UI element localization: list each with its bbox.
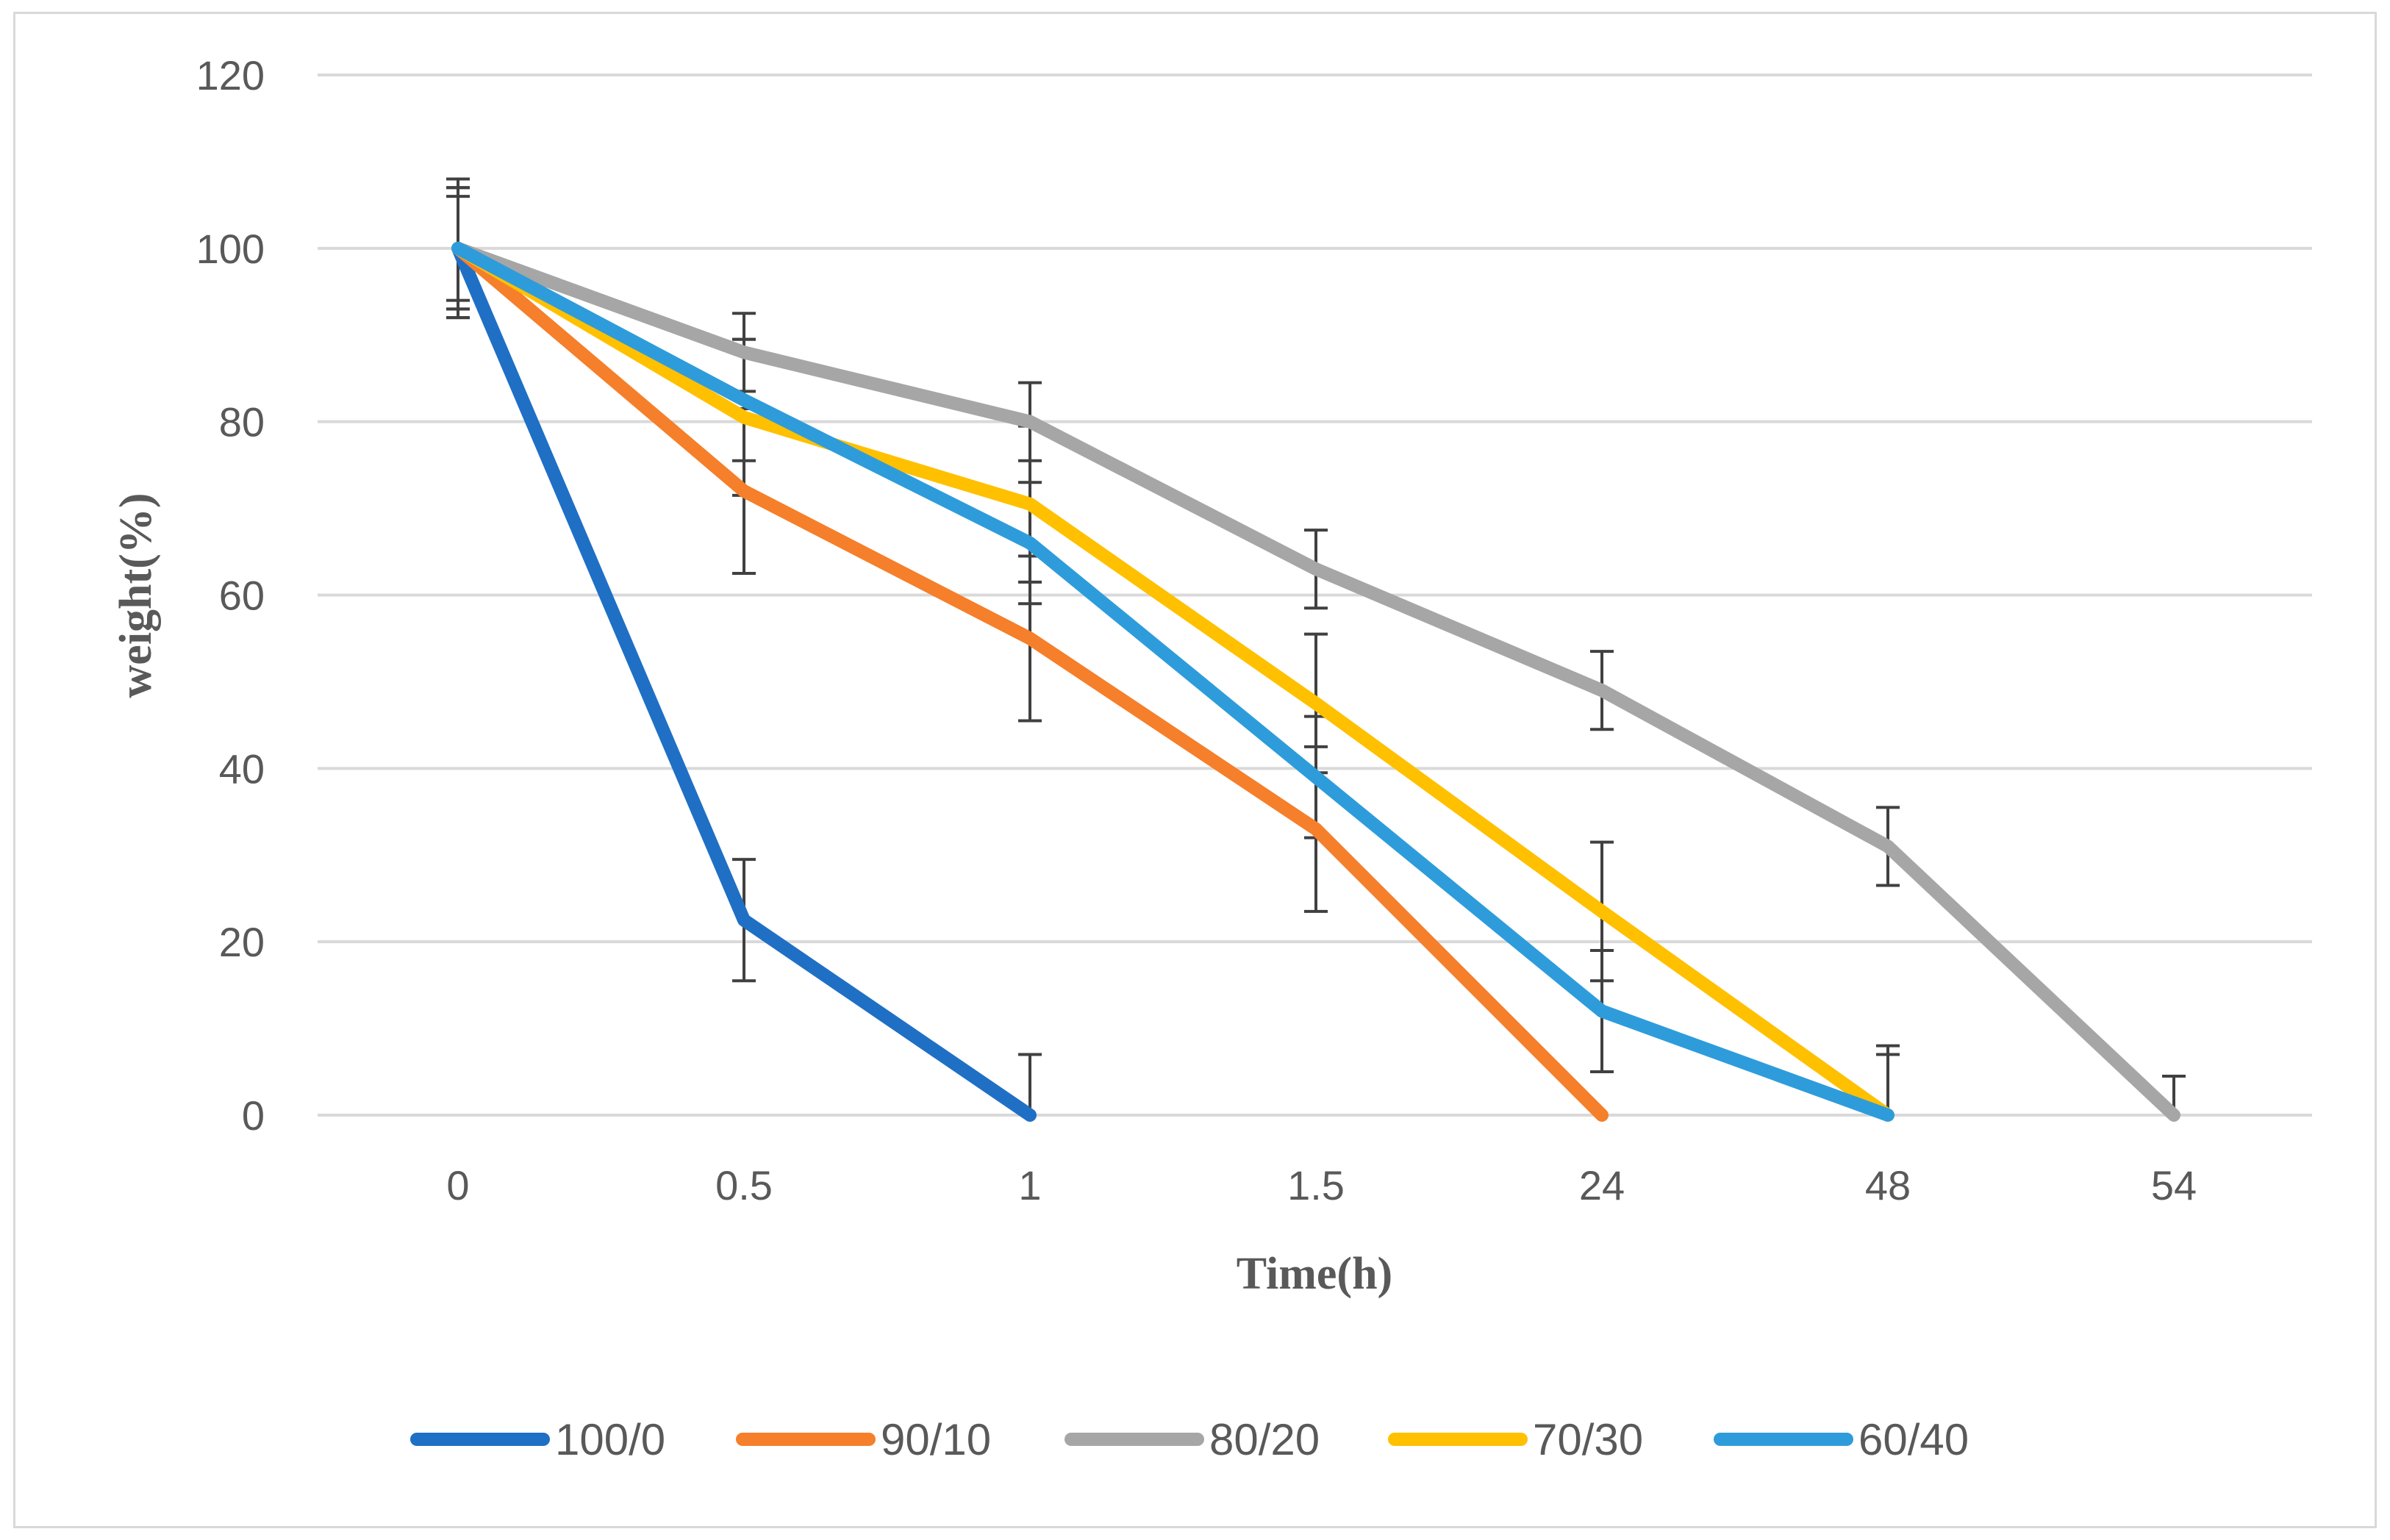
x-tick-label: 48 <box>1865 1162 1911 1208</box>
x-tick-label: 0 <box>446 1162 469 1208</box>
legend-item-70-30: 70/30 <box>1388 1415 1643 1464</box>
x-tick-label: 54 <box>2151 1162 2197 1208</box>
y-tick-label: 0 <box>242 1092 265 1139</box>
series-lines <box>451 241 2180 1122</box>
chart-frame <box>13 12 2377 1528</box>
x-axis-ticks: 0 0.5 1 1.5 24 48 54 <box>446 1162 2197 1208</box>
legend-label: 60/40 <box>1858 1415 1969 1464</box>
legend-label: 70/30 <box>1533 1415 1643 1464</box>
x-tick-label: 1 <box>1018 1162 1041 1208</box>
series-line-100-0 <box>451 241 1037 1122</box>
x-tick-label: 0.5 <box>715 1162 773 1208</box>
legend-item-90-10: 90/10 <box>736 1415 991 1464</box>
error-bar <box>1018 1053 1042 1115</box>
legend-label: 80/20 <box>1209 1415 1320 1464</box>
series-line-60-40 <box>451 241 1895 1122</box>
legend-label: 100/0 <box>555 1415 665 1464</box>
x-axis-title: Time(h) <box>1237 1249 1392 1299</box>
error-bars <box>446 177 2186 1115</box>
y-tick-label: 60 <box>219 573 265 619</box>
y-tick-label: 20 <box>219 919 265 965</box>
legend: 100/0 90/10 80/20 70/30 60/40 <box>410 1415 1969 1464</box>
gridlines <box>318 74 2312 1117</box>
legend-item-100-0: 100/0 <box>410 1415 665 1464</box>
legend-item-60-40: 60/40 <box>1714 1415 1969 1464</box>
series-line-80-20 <box>451 241 2180 1122</box>
x-tick-label: 1.5 <box>1287 1162 1345 1208</box>
legend-label: 90/10 <box>881 1415 991 1464</box>
x-tick-label: 24 <box>1579 1162 1625 1208</box>
y-tick-label: 120 <box>196 52 265 99</box>
y-axis-ticks: 0 20 40 60 80 100 120 <box>196 52 265 1139</box>
series-line-70-30 <box>451 241 1895 1122</box>
y-tick-label: 100 <box>196 226 265 272</box>
error-bar <box>1876 1053 1900 1115</box>
legend-item-80-20: 80/20 <box>1065 1415 1320 1464</box>
y-tick-label: 80 <box>219 399 265 445</box>
series-line-90-10 <box>451 241 1609 1122</box>
y-axis-title: weight(%) <box>111 493 161 698</box>
y-tick-label: 40 <box>219 745 265 792</box>
